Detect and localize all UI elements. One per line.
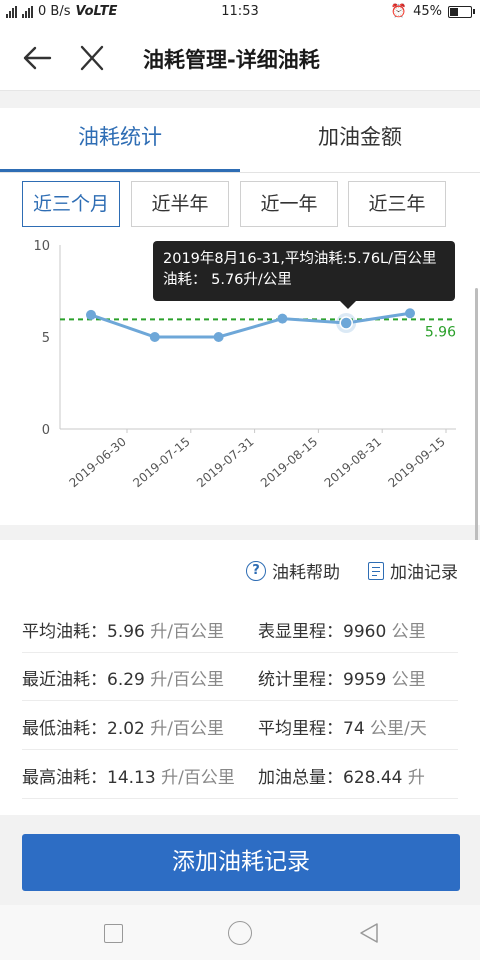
- close-icon[interactable]: [78, 45, 106, 71]
- chart-tooltip: 2019年8月16-31,平均油耗:5.76L/百公里 油耗： 5.76升/公里: [153, 241, 455, 309]
- help-icon: ?: [246, 560, 266, 581]
- stat-min-consumption: 最低油耗：2.02 升/百公里: [22, 719, 224, 739]
- stats-row: 最低油耗：2.02 升/百公里 平均里程：74 公里/天: [22, 701, 458, 750]
- battery-percent: 45%: [413, 4, 442, 19]
- volte-indicator: VoLTE: [75, 4, 118, 19]
- recent-apps-icon[interactable]: [104, 924, 123, 943]
- range-3-months-button[interactable]: 近三个月: [22, 181, 120, 227]
- x-tick-label: 2019-08-15: [258, 435, 320, 491]
- clock: 11:53: [221, 4, 259, 19]
- y-tick-label: 10: [33, 239, 50, 254]
- tab-fuel-stats[interactable]: 油耗统计: [0, 108, 240, 172]
- stats-row: 最高油耗：14.13 升/百公里 加油总量：628.44 升: [22, 750, 458, 799]
- stat-average-mileage: 平均里程：74 公里/天: [258, 719, 427, 739]
- x-tick-label: 2019-06-30: [66, 435, 128, 491]
- x-tick-label: 2019-09-15: [385, 435, 447, 491]
- average-label: 5.96: [425, 324, 456, 340]
- app-header: 油耗管理-详细油耗: [0, 25, 480, 91]
- stat-total-fuel: 加油总量：628.44 升: [258, 768, 425, 788]
- stat-odometer: 表显里程：9960 公里: [258, 622, 426, 642]
- series-line: [90, 311, 411, 339]
- page-title: 油耗管理-详细油耗: [143, 48, 320, 72]
- highlighted-data-point: [339, 316, 353, 330]
- home-icon[interactable]: [228, 921, 252, 945]
- add-fuel-record-button[interactable]: 添加油耗记录: [22, 834, 460, 891]
- data-point: [149, 332, 160, 342]
- tooltip-line-2: 油耗： 5.76升/公里: [163, 272, 292, 288]
- network-speed: 0 B/s: [38, 4, 71, 19]
- y-tick-label: 5: [42, 331, 50, 346]
- nav-back-icon[interactable]: [358, 922, 380, 944]
- tooltip-line-1: 2019年8月16-31,平均油耗:5.76L/百公里: [163, 251, 437, 267]
- chart-panel: 近三个月 近半年 近一年 近三年 0 5 10 2019-06-30 2019-07-1…: [0, 173, 480, 525]
- stats-row: 最近油耗：6.29 升/百公里 统计里程：9959 公里: [22, 652, 458, 701]
- list-icon: [368, 561, 384, 580]
- x-tick-label: 2019-08-31: [322, 435, 384, 491]
- data-point: [213, 332, 224, 342]
- range-1-year-button[interactable]: 近一年: [240, 181, 338, 227]
- refuel-records-label: 加油记录: [390, 563, 458, 583]
- data-point: [405, 308, 415, 319]
- y-tick-label: 0: [42, 423, 50, 438]
- range-3-years-button[interactable]: 近三年: [348, 181, 446, 227]
- battery-icon: [448, 5, 475, 18]
- tab-bar: 油耗统计 加油金额: [0, 108, 480, 173]
- status-bar: 0 B/s VoLTE 11:53 ⏰ 45%: [0, 0, 480, 25]
- fuel-help-label: 油耗帮助: [272, 563, 340, 583]
- signal-icon: [6, 5, 17, 18]
- arrow-left-icon[interactable]: [22, 45, 52, 71]
- range-half-year-button[interactable]: 近半年: [131, 181, 229, 227]
- scrollbar[interactable]: [475, 288, 478, 598]
- stat-recent-consumption: 最近油耗：6.29 升/百公里: [22, 670, 224, 690]
- stat-tracked-mileage: 统计里程：9959 公里: [258, 670, 426, 690]
- x-tick-label: 2019-07-15: [130, 435, 192, 491]
- data-point: [277, 313, 288, 324]
- stats-row: 平均油耗：5.96 升/百公里 表显里程：9960 公里: [22, 604, 458, 653]
- stats-panel: ? 油耗帮助 加油记录 平均油耗：5.96 升/百公里 表显里程：9960 公里…: [0, 540, 480, 815]
- alarm-icon: ⏰: [390, 4, 408, 19]
- x-tick-label: 2019-07-31: [194, 435, 256, 491]
- refuel-records-link[interactable]: 加油记录: [368, 558, 458, 583]
- data-point: [86, 309, 96, 320]
- system-nav-bar: [0, 905, 480, 960]
- signal-icon-2: [22, 5, 33, 18]
- tab-refuel-amount[interactable]: 加油金额: [318, 125, 402, 149]
- fuel-help-link[interactable]: ? 油耗帮助: [246, 558, 340, 583]
- stat-average-consumption: 平均油耗：5.96 升/百公里: [22, 622, 224, 642]
- stat-max-consumption: 最高油耗：14.13 升/百公里: [22, 768, 235, 788]
